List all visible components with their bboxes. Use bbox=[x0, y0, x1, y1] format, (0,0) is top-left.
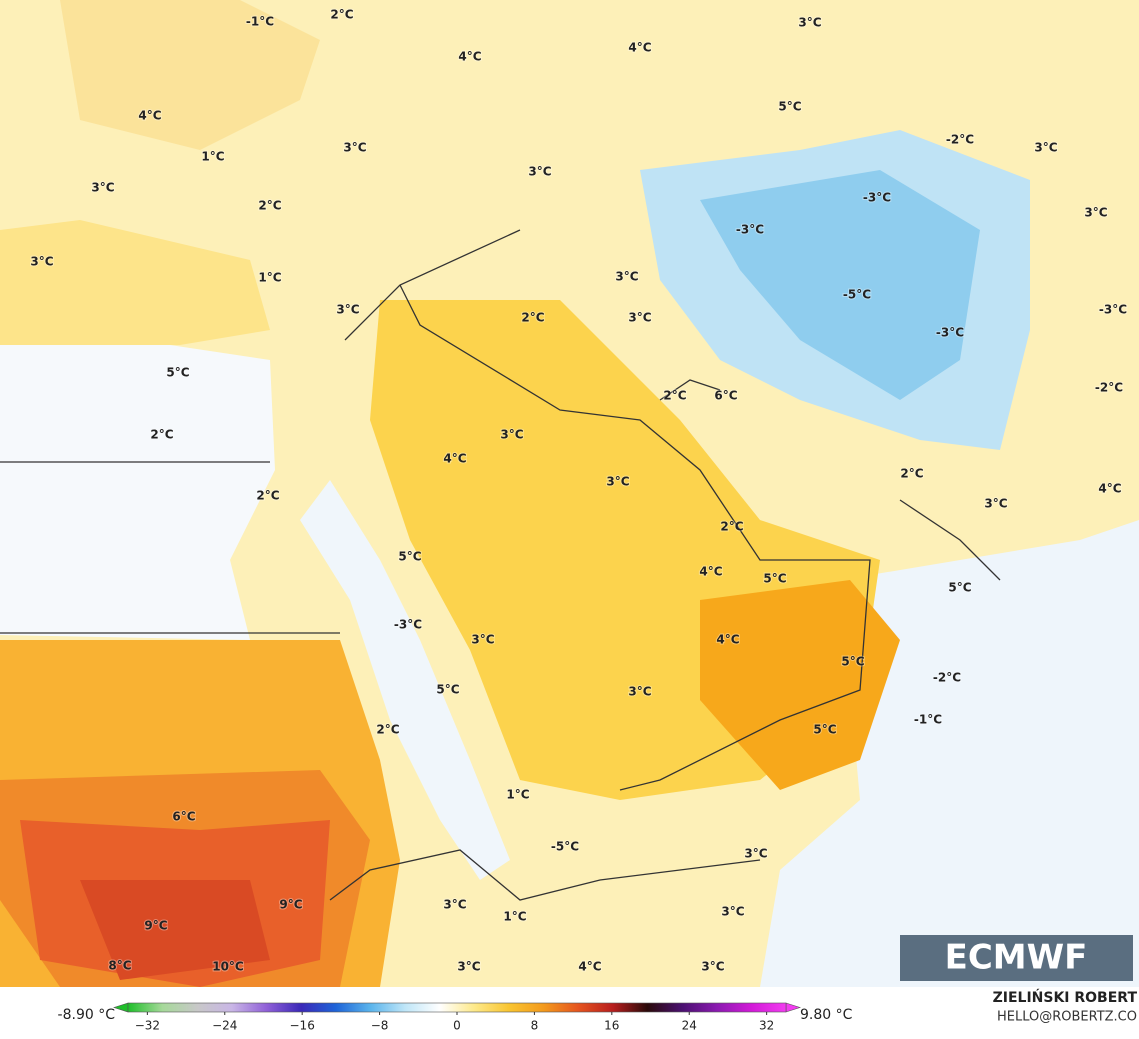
contour-label: 10°C bbox=[212, 960, 244, 974]
colorbar-tick-label: −24 bbox=[212, 1019, 237, 1033]
contour-label: 5°C bbox=[166, 366, 189, 380]
colorbar: -8.90 °C 9.80 °C −32 −24 −16 −8 0 8 16 24 32 bbox=[58, 1002, 853, 1033]
colorbar-tick-label: 0 bbox=[453, 1019, 461, 1033]
borders bbox=[0, 229, 1001, 901]
contour-label: 2°C bbox=[376, 723, 399, 737]
contour-label: 3°C bbox=[457, 960, 480, 974]
contour-label: 3°C bbox=[628, 311, 651, 325]
contour-label: 3°C bbox=[744, 847, 767, 861]
contour-label: 5°C bbox=[813, 723, 836, 737]
contour-label: 1°C bbox=[258, 271, 281, 285]
contour-label: 5°C bbox=[398, 550, 421, 564]
contour-label: 3°C bbox=[500, 428, 523, 442]
map-background bbox=[0, 0, 1139, 987]
logo: ECMWF bbox=[900, 935, 1133, 981]
contour-label: 9°C bbox=[144, 919, 167, 933]
contour-label: 2°C bbox=[150, 428, 173, 442]
contour-label: -1°C bbox=[246, 15, 274, 29]
contour-label: 4°C bbox=[716, 633, 739, 647]
contour-label: -1°C bbox=[914, 713, 942, 727]
contour-label: 3°C bbox=[91, 181, 114, 195]
contour-label: -5°C bbox=[843, 288, 871, 302]
colorbar-min: -8.90 °C bbox=[58, 1007, 116, 1023]
contour-label: 3°C bbox=[343, 141, 366, 155]
contour-label: 4°C bbox=[628, 41, 651, 55]
contour-label: 3°C bbox=[336, 303, 359, 317]
contour-label: 4°C bbox=[458, 50, 481, 64]
contour-label: 1°C bbox=[201, 150, 224, 164]
contour-label: 2°C bbox=[256, 489, 279, 503]
colorbar-tick-label: −16 bbox=[290, 1019, 315, 1033]
contour-label: 3°C bbox=[443, 898, 466, 912]
contour-label: 3°C bbox=[30, 255, 53, 269]
contour-labels: -1°C 2°C 4°C 4°C 3°C 5°C 4°C 3°C 1°C -2°C 3°C 3°C 3°… bbox=[29, 7, 1128, 975]
contour-label: 3°C bbox=[615, 270, 638, 284]
colorbar-tick-label: 8 bbox=[531, 1019, 539, 1033]
contour-label: 8°C bbox=[108, 959, 131, 973]
contour-label: 1°C bbox=[506, 788, 529, 802]
colorbar-bar bbox=[127, 1002, 787, 1013]
contour-label: 9°C bbox=[279, 898, 302, 912]
contour-label: 3°C bbox=[528, 165, 551, 179]
contour-label: -5°C bbox=[551, 840, 579, 854]
contour-label: 2°C bbox=[521, 311, 544, 325]
contour-label: 2°C bbox=[330, 8, 353, 22]
colorbar-tick-label: 32 bbox=[759, 1019, 774, 1033]
contour-label: 5°C bbox=[436, 683, 459, 697]
contour-label: 4°C bbox=[443, 452, 466, 466]
contour-label: 3°C bbox=[721, 905, 744, 919]
contour-label: -3°C bbox=[736, 223, 764, 237]
colorbar-tick-label: 16 bbox=[604, 1019, 619, 1033]
contour-label: 4°C bbox=[578, 960, 601, 974]
contour-label: 3°C bbox=[984, 497, 1007, 511]
colorbar-max: 9.80 °C bbox=[800, 1007, 853, 1023]
colorbar-tick-label: −8 bbox=[371, 1019, 389, 1033]
contour-label: 3°C bbox=[701, 960, 724, 974]
contour-label: 5°C bbox=[778, 100, 801, 114]
contour-label: 3°C bbox=[1084, 206, 1107, 220]
contour-label: 6°C bbox=[172, 810, 195, 824]
contour-label: -3°C bbox=[863, 191, 891, 205]
colorbar-tick-label: −32 bbox=[135, 1019, 160, 1033]
logo-text: ECMWF bbox=[945, 938, 1088, 978]
contour-label: 1°C bbox=[503, 910, 526, 924]
contour-label: -2°C bbox=[933, 671, 961, 685]
contour-label: -2°C bbox=[1095, 381, 1123, 395]
contour-label: 5°C bbox=[948, 581, 971, 595]
contour-label: 4°C bbox=[138, 109, 161, 123]
contour-label: -3°C bbox=[936, 326, 964, 340]
contour-label: 5°C bbox=[841, 655, 864, 669]
contour-label: -2°C bbox=[946, 133, 974, 147]
contour-label: 4°C bbox=[699, 565, 722, 579]
contour-label: 3°C bbox=[471, 633, 494, 647]
colorbar-tick-label: 24 bbox=[682, 1019, 697, 1033]
contour-label: 6°C bbox=[714, 389, 737, 403]
contour-label: 5°C bbox=[763, 572, 786, 586]
contour-label: 3°C bbox=[606, 475, 629, 489]
contour-label: -3°C bbox=[394, 618, 422, 632]
contour-label: 2°C bbox=[900, 467, 923, 481]
credit-contact: HELLO@ROBERTZ.CO bbox=[997, 1010, 1137, 1025]
contour-label: 2°C bbox=[663, 389, 686, 403]
contour-label: 3°C bbox=[1034, 141, 1057, 155]
contour-label: 3°C bbox=[798, 16, 821, 30]
contour-label: -3°C bbox=[1099, 303, 1127, 317]
contour-label: 4°C bbox=[1098, 482, 1121, 496]
contour-label: 3°C bbox=[628, 685, 651, 699]
contour-label: 2°C bbox=[258, 199, 281, 213]
contour-label: 2°C bbox=[720, 520, 743, 534]
credit-author: ZIELIŃSKI ROBERT bbox=[993, 988, 1138, 1006]
